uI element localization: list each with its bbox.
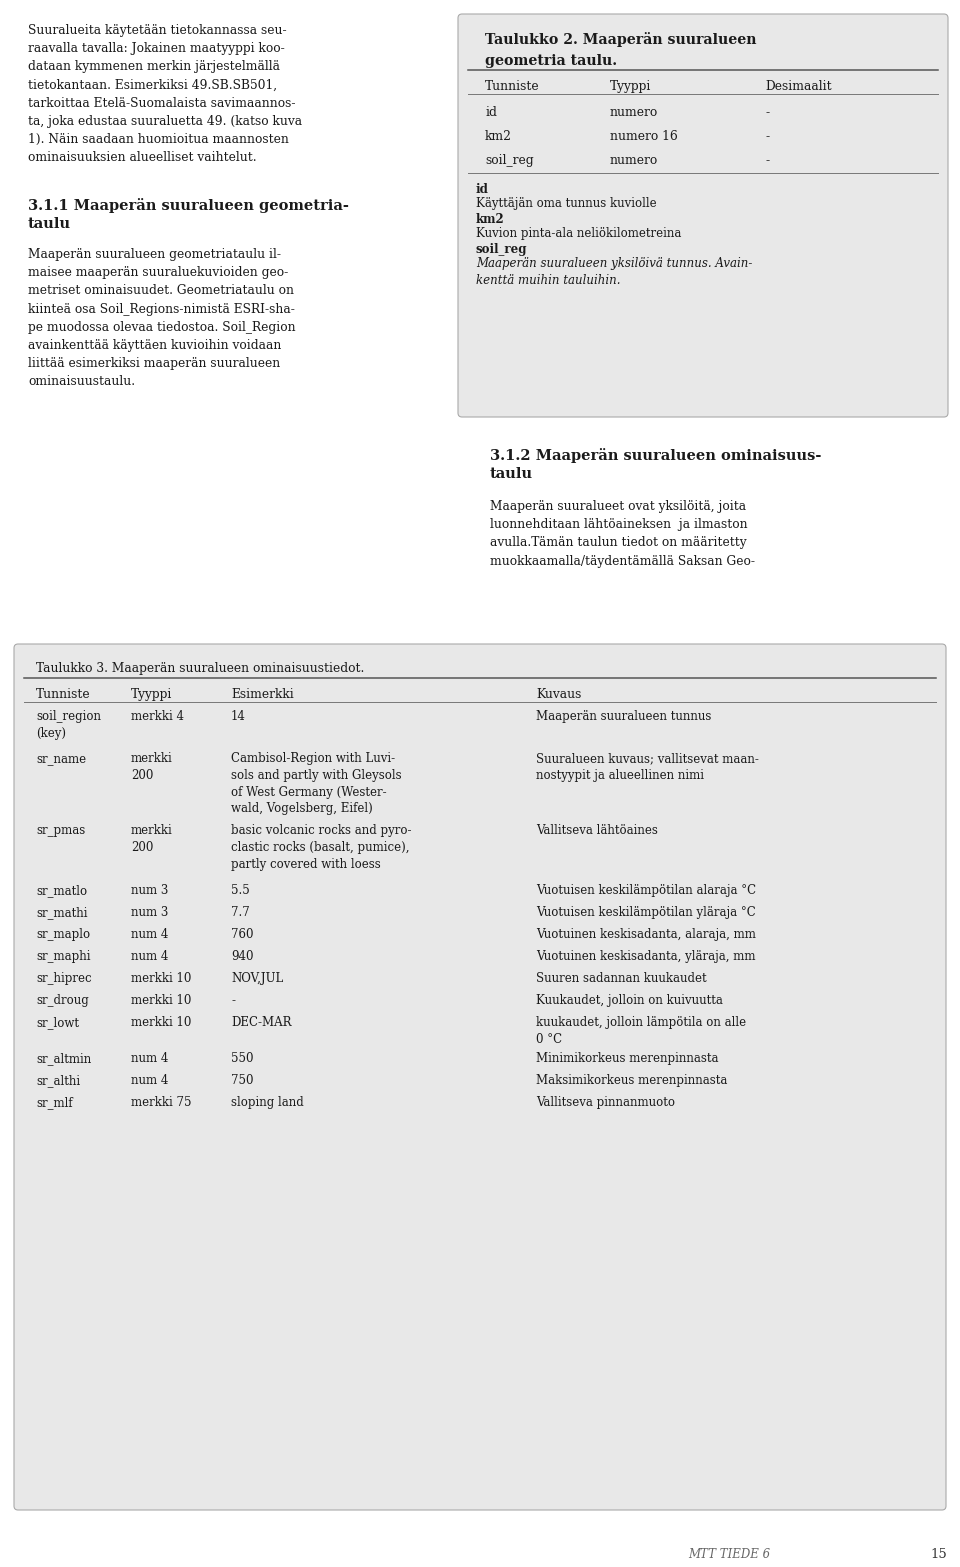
- Text: Vuotuinen keskisadanta, yläraja, mm: Vuotuinen keskisadanta, yläraja, mm: [536, 950, 756, 964]
- Text: DEC-MAR: DEC-MAR: [231, 1015, 292, 1030]
- Text: 760: 760: [231, 928, 253, 942]
- Text: Tyyppi: Tyyppi: [131, 688, 173, 700]
- Text: geometria taulu.: geometria taulu.: [485, 53, 617, 67]
- Text: numero 16: numero 16: [610, 130, 678, 143]
- Text: Kuvaus: Kuvaus: [536, 688, 582, 700]
- Text: id: id: [476, 183, 489, 196]
- Text: NOV,JUL: NOV,JUL: [231, 972, 283, 986]
- Text: sr_hiprec: sr_hiprec: [36, 972, 91, 986]
- Text: sr_name: sr_name: [36, 752, 86, 765]
- Text: sr_mathi: sr_mathi: [36, 906, 87, 918]
- Text: Suuren sadannan kuukaudet: Suuren sadannan kuukaudet: [536, 972, 707, 986]
- FancyBboxPatch shape: [14, 644, 946, 1511]
- Text: id: id: [485, 107, 497, 119]
- Text: sloping land: sloping land: [231, 1095, 303, 1109]
- Text: Taulukko 3. Maaperän suuralueen ominaisuustiedot.: Taulukko 3. Maaperän suuralueen ominaisu…: [36, 661, 365, 675]
- Text: Maaperän suuralueet ovat yksilöitä, joita
luonnehditaan lähtöaineksen  ja ilmast: Maaperän suuralueet ovat yksilöitä, joit…: [490, 500, 755, 567]
- Text: sr_pmas: sr_pmas: [36, 824, 85, 837]
- Text: sr_droug: sr_droug: [36, 993, 88, 1008]
- Text: numero: numero: [610, 107, 659, 119]
- Text: Taulukko 2. Maaperän suuralueen: Taulukko 2. Maaperän suuralueen: [485, 31, 756, 47]
- Text: Maaperän suuralueen tunnus: Maaperän suuralueen tunnus: [536, 710, 711, 722]
- FancyBboxPatch shape: [458, 14, 948, 417]
- Text: 750: 750: [231, 1073, 253, 1087]
- Text: merkki 10: merkki 10: [131, 1015, 191, 1030]
- Text: km2: km2: [485, 130, 512, 143]
- Text: -: -: [765, 130, 769, 143]
- Text: numero: numero: [610, 154, 659, 168]
- Text: -: -: [765, 154, 769, 168]
- Text: Vallitseva pinnanmuoto: Vallitseva pinnanmuoto: [536, 1095, 675, 1109]
- Text: sr_altmin: sr_altmin: [36, 1051, 91, 1066]
- Text: Vuotuisen keskilämpötilan alaraja °C: Vuotuisen keskilämpötilan alaraja °C: [536, 884, 756, 896]
- Text: soil_reg: soil_reg: [476, 243, 527, 255]
- Text: sr_mlf: sr_mlf: [36, 1095, 73, 1109]
- Text: Käyttäjän oma tunnus kuviolle: Käyttäjän oma tunnus kuviolle: [476, 197, 657, 210]
- Text: Tunniste: Tunniste: [485, 80, 540, 92]
- Text: MTT TIEDE 6: MTT TIEDE 6: [688, 1548, 770, 1561]
- Text: sr_matlo: sr_matlo: [36, 884, 87, 896]
- Text: num 4: num 4: [131, 1051, 168, 1066]
- Text: 550: 550: [231, 1051, 253, 1066]
- Text: Maaperän suuralueen yksilöivä tunnus. Avain-
kenttä muihin tauluihin.: Maaperän suuralueen yksilöivä tunnus. Av…: [476, 257, 753, 287]
- Text: merkki 10: merkki 10: [131, 972, 191, 986]
- Text: Suuralueita käytetään tietokannassa seu-
raavalla tavalla: Jokainen maatyyppi ko: Suuralueita käytetään tietokannassa seu-…: [28, 24, 302, 165]
- Text: num 4: num 4: [131, 950, 168, 964]
- Text: 7.7: 7.7: [231, 906, 250, 918]
- Text: Maksimikorkeus merenpinnasta: Maksimikorkeus merenpinnasta: [536, 1073, 728, 1087]
- Text: Desimaalit: Desimaalit: [765, 80, 831, 92]
- Text: 940: 940: [231, 950, 253, 964]
- Text: num 3: num 3: [131, 906, 168, 918]
- Text: merkki
200: merkki 200: [131, 752, 173, 782]
- Text: merkki 10: merkki 10: [131, 993, 191, 1008]
- Text: num 4: num 4: [131, 928, 168, 942]
- Text: Esimerkki: Esimerkki: [231, 688, 294, 700]
- Text: sr_maplo: sr_maplo: [36, 928, 90, 942]
- Text: 14: 14: [231, 710, 246, 722]
- Text: Tyyppi: Tyyppi: [610, 80, 652, 92]
- Text: Cambisol-Region with Luvi-
sols and partly with Gleysols
of West Germany (Wester: Cambisol-Region with Luvi- sols and part…: [231, 752, 401, 815]
- Text: sr_maphi: sr_maphi: [36, 950, 90, 964]
- Text: Vallitseva lähtöaines: Vallitseva lähtöaines: [536, 824, 658, 837]
- Text: -: -: [231, 993, 235, 1008]
- Text: merkki 75: merkki 75: [131, 1095, 191, 1109]
- Text: km2: km2: [476, 213, 505, 226]
- Text: Suuralueen kuvaus; vallitsevat maan-
nostyypit ja alueellinen nimi: Suuralueen kuvaus; vallitsevat maan- nos…: [536, 752, 758, 782]
- Text: Kuukaudet, jolloin on kuivuutta: Kuukaudet, jolloin on kuivuutta: [536, 993, 723, 1008]
- Text: kuukaudet, jolloin lämpötila on alle
0 °C: kuukaudet, jolloin lämpötila on alle 0 °…: [536, 1015, 746, 1045]
- Text: Maaperän suuralueen geometriataulu il-
maisee maaperän suuraluekuvioiden geo-
me: Maaperän suuralueen geometriataulu il- m…: [28, 248, 296, 389]
- Text: num 3: num 3: [131, 884, 168, 896]
- Text: basic volcanic rocks and pyro-
clastic rocks (basalt, pumice),
partly covered wi: basic volcanic rocks and pyro- clastic r…: [231, 824, 412, 871]
- Text: 3.1.2 Maaperän suuralueen ominaisuus-
taulu: 3.1.2 Maaperän suuralueen ominaisuus- ta…: [490, 448, 822, 481]
- Text: soil_region
(key): soil_region (key): [36, 710, 101, 740]
- Text: merkki
200: merkki 200: [131, 824, 173, 854]
- Text: Minimikorkeus merenpinnasta: Minimikorkeus merenpinnasta: [536, 1051, 718, 1066]
- Text: 15: 15: [930, 1548, 947, 1561]
- Text: Vuotuinen keskisadanta, alaraja, mm: Vuotuinen keskisadanta, alaraja, mm: [536, 928, 756, 942]
- Text: Vuotuisen keskilämpötilan yläraja °C: Vuotuisen keskilämpötilan yläraja °C: [536, 906, 756, 918]
- Text: Tunniste: Tunniste: [36, 688, 90, 700]
- Text: sr_althi: sr_althi: [36, 1073, 80, 1087]
- Text: 3.1.1 Maaperän suuralueen geometria-
taulu: 3.1.1 Maaperän suuralueen geometria- tau…: [28, 197, 348, 232]
- Text: Kuvion pinta-ala neliökilometreina: Kuvion pinta-ala neliökilometreina: [476, 227, 682, 240]
- Text: merkki 4: merkki 4: [131, 710, 184, 722]
- Text: sr_lowt: sr_lowt: [36, 1015, 79, 1030]
- Text: -: -: [765, 107, 769, 119]
- Text: 5.5: 5.5: [231, 884, 250, 896]
- Text: soil_reg: soil_reg: [485, 154, 534, 168]
- Text: num 4: num 4: [131, 1073, 168, 1087]
